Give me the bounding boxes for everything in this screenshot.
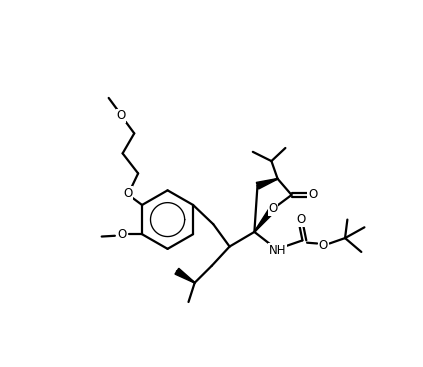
Polygon shape — [254, 207, 276, 232]
Text: O: O — [268, 202, 277, 215]
Text: O: O — [116, 109, 126, 122]
Text: NH: NH — [269, 244, 286, 257]
Text: O: O — [117, 229, 126, 241]
Text: O: O — [124, 187, 133, 200]
Text: O: O — [296, 213, 305, 226]
Text: O: O — [319, 239, 328, 252]
Polygon shape — [256, 178, 278, 189]
Text: O: O — [308, 189, 317, 201]
Polygon shape — [175, 268, 195, 283]
